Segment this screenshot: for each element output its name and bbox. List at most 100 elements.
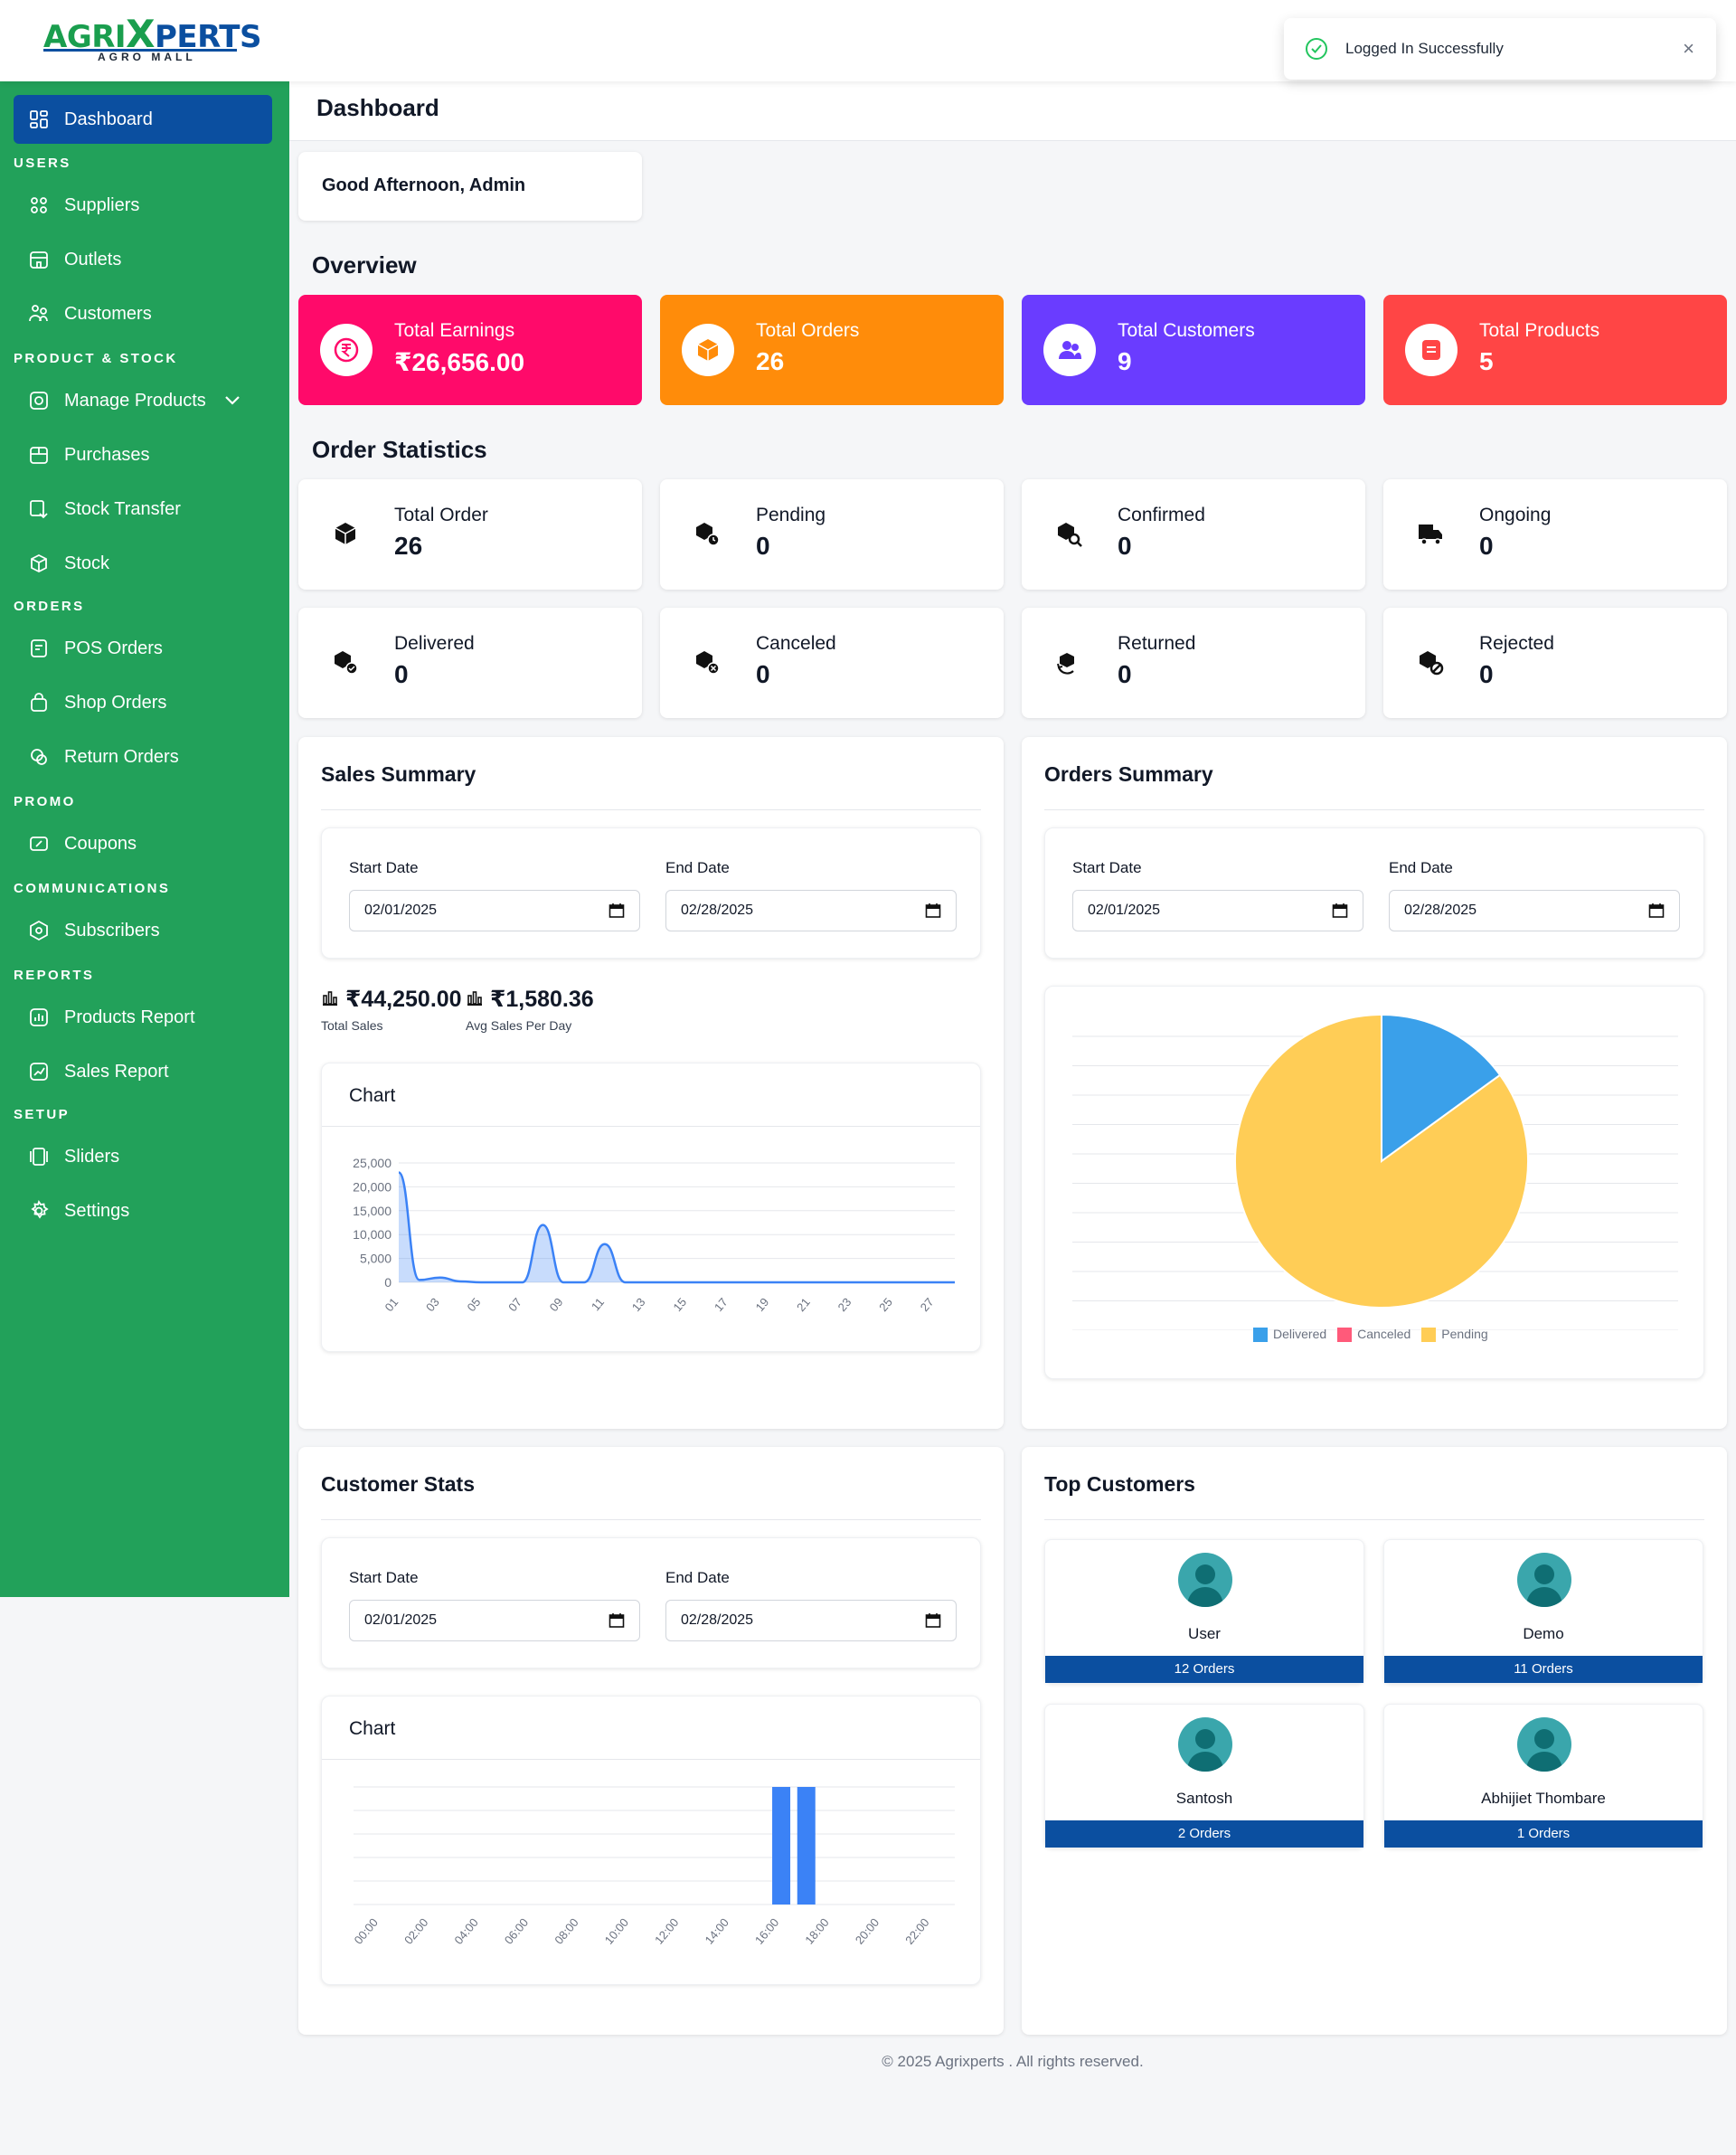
start-date-value: 02/01/2025 xyxy=(364,1612,438,1628)
bar xyxy=(772,1787,791,1905)
total-sales-label: Total Sales xyxy=(321,1018,383,1033)
sidebar-item-dashboard-link[interactable]: Dashboard xyxy=(14,99,272,140)
sidebar-item-products-report[interactable]: Products Report xyxy=(14,997,272,1038)
overview-card-customers[interactable]: Total Customers 9 xyxy=(1022,295,1365,405)
report-icon xyxy=(26,1005,52,1030)
sales-chart-card: Chart 25,000 20,000 15,000 10,000 5,000 0 01 03… xyxy=(321,1063,981,1352)
start-date-input[interactable]: 02/01/2025 xyxy=(349,890,640,931)
avg-sales-kpi: ₹1,580.36 Avg Sales Per Day xyxy=(466,986,594,1033)
stat-value: 26 xyxy=(394,532,423,560)
brand-logo[interactable]: AGRIXPERTS AGRO MALL xyxy=(43,15,261,63)
stat-label: Confirmed xyxy=(1118,505,1205,525)
end-date-input[interactable]: 02/28/2025 xyxy=(665,890,957,931)
x-tick-label: 03 xyxy=(423,1295,442,1314)
end-date-label: End Date xyxy=(665,859,730,876)
sidebar-item-subscribers[interactable]: Subscribers xyxy=(14,910,272,951)
sidebar-item-dashboard[interactable] xyxy=(14,95,272,144)
toast-message: Logged In Successfully xyxy=(1345,40,1504,57)
stat-card-rejected[interactable]: Rejected 0 xyxy=(1383,608,1727,718)
box-check-icon xyxy=(331,647,363,680)
start-date-input[interactable]: 02/01/2025 xyxy=(1072,890,1363,931)
customer-bar-chart: 00:00 02:00 04:00 06:00 08:00 10:00 12:00 14:00… xyxy=(352,1786,955,1947)
x-tick-label: 16:00 xyxy=(752,1915,781,1947)
sidebar-item-pos-orders[interactable]: POS Orders xyxy=(14,628,272,669)
calendar-icon[interactable] xyxy=(925,903,941,919)
customer-stats-title: Customer Stats xyxy=(321,1472,475,1496)
sidebar-item-stock[interactable]: Stock xyxy=(14,543,272,584)
x-tick-label: 17 xyxy=(712,1295,731,1314)
customer-card[interactable]: Demo 11 Orders xyxy=(1383,1539,1703,1684)
products-icon xyxy=(26,388,52,413)
end-date-input[interactable]: 02/28/2025 xyxy=(665,1600,957,1641)
chevron-down-icon[interactable] xyxy=(224,391,241,411)
sidebar-item-sales-report[interactable]: Sales Report xyxy=(14,1051,272,1092)
stat-card-delivered[interactable]: Delivered 0 xyxy=(298,608,642,718)
total-sales-value: ₹44,250.00 xyxy=(344,987,462,1012)
sidebar-item-shop-orders[interactable]: Shop Orders xyxy=(14,682,272,723)
stat-value: 0 xyxy=(756,532,770,560)
sidebar-item-label: Outlets xyxy=(64,249,122,269)
sidebar-item-sliders[interactable]: Sliders xyxy=(14,1136,272,1177)
sales-area-chart: 25,000 20,000 15,000 10,000 5,000 0 01 03 05 07 09… xyxy=(353,1156,955,1314)
start-date-input[interactable]: 02/01/2025 xyxy=(349,1600,640,1641)
sidebar-item-coupons[interactable]: Coupons xyxy=(14,823,272,865)
customers-icon xyxy=(26,301,52,326)
calendar-icon[interactable] xyxy=(609,903,625,919)
customer-orders-badge: 2 Orders xyxy=(1045,1820,1363,1848)
box-return-icon xyxy=(1054,647,1087,680)
sidebar-item-outlets[interactable]: Outlets xyxy=(14,239,272,280)
calendar-icon[interactable] xyxy=(925,1612,941,1629)
sidebar-item-stock-transfer[interactable]: Stock Transfer xyxy=(14,488,272,530)
overview-card-products[interactable]: Total Products 5 xyxy=(1383,295,1727,405)
sidebar-item-manage-products[interactable]: Manage Products xyxy=(14,380,272,421)
sidebar-item-customers[interactable]: Customers xyxy=(14,293,272,335)
sidebar-item-settings[interactable]: Settings xyxy=(14,1190,272,1232)
customer-card[interactable]: Santosh 2 Orders xyxy=(1044,1704,1364,1848)
stat-label: Delivered xyxy=(394,633,475,654)
brand-x: X xyxy=(126,12,155,56)
section-users: USERS xyxy=(14,156,71,171)
footer-copyright: © 2025 Agrixperts . All rights reserved. xyxy=(882,2053,1144,2070)
stat-card-pending[interactable]: Pending 0 xyxy=(660,479,1004,590)
close-icon[interactable]: × xyxy=(1683,37,1694,60)
page-title: Dashboard xyxy=(316,94,439,121)
box-clock-icon xyxy=(693,519,725,552)
stat-card-returned[interactable]: Returned 0 xyxy=(1022,608,1365,718)
overview-value: 9 xyxy=(1118,347,1132,375)
stat-card-confirmed[interactable]: Confirmed 0 xyxy=(1022,479,1365,590)
legend-item-pending[interactable]: Pending xyxy=(1421,1327,1488,1343)
legend-item-canceled[interactable]: Canceled xyxy=(1337,1327,1410,1343)
x-tick-label: 18:00 xyxy=(802,1915,831,1947)
customer-name: Abhijiet Thombare xyxy=(1481,1790,1606,1807)
overview-title: Overview xyxy=(312,251,417,279)
greeting-card: Good Afternoon, Admin xyxy=(298,152,642,221)
orders-pie-chart xyxy=(1072,1013,1678,1330)
start-date-value: 02/01/2025 xyxy=(364,903,438,918)
overview-card-orders[interactable]: Total Orders 26 xyxy=(660,295,1004,405)
top-customers-panel: Top Customers User 12 Orders Demo 11 Ord… xyxy=(1022,1447,1727,2035)
customer-orders-badge: 11 Orders xyxy=(1384,1656,1703,1683)
end-date-input[interactable]: 02/28/2025 xyxy=(1389,890,1680,931)
calendar-icon[interactable] xyxy=(609,1612,625,1629)
customer-card[interactable]: User 12 Orders xyxy=(1044,1539,1364,1684)
customer-card[interactable]: Abhijiet Thombare 1 Orders xyxy=(1383,1704,1703,1848)
sidebar-item-suppliers[interactable]: Suppliers xyxy=(14,184,272,226)
stock-transfer-icon xyxy=(26,496,52,522)
check-circle-icon xyxy=(1306,38,1327,60)
stat-card-total-order[interactable]: Total Order 26 xyxy=(298,479,642,590)
stat-card-ongoing[interactable]: Ongoing 0 xyxy=(1383,479,1727,590)
brand-underline xyxy=(43,49,237,52)
calendar-icon[interactable] xyxy=(1332,903,1348,919)
bar-chart-icon xyxy=(466,987,484,1013)
legend-item-delivered[interactable]: Delivered xyxy=(1253,1327,1326,1343)
sidebar-item-purchases[interactable]: Purchases xyxy=(14,434,272,476)
sidebar-item-label: Manage Products xyxy=(64,390,206,411)
calendar-icon[interactable] xyxy=(1648,903,1665,919)
stat-card-canceled[interactable]: Canceled 0 xyxy=(660,608,1004,718)
overview-card-earnings[interactable]: Total Earnings ₹26,656.00 xyxy=(298,295,642,405)
sidebar-item-label: Purchases xyxy=(64,444,150,465)
sidebar-item-return-orders[interactable]: Return Orders xyxy=(14,736,272,778)
x-tick-label: 05 xyxy=(465,1295,484,1314)
orders-summary-panel: Orders Summary Start Date End Date 02/01… xyxy=(1022,737,1727,1429)
bag-icon xyxy=(26,690,52,715)
